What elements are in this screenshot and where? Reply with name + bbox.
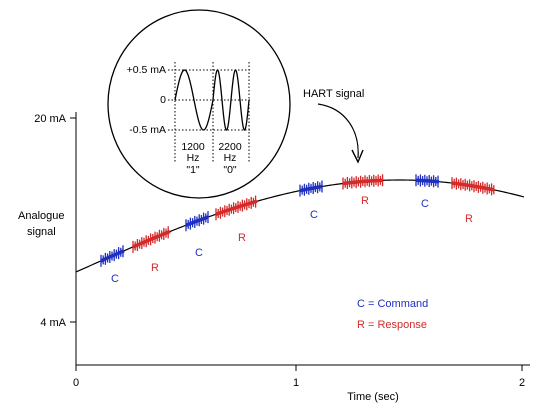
hart-inset: +0.5 mA 0 -0.5 mA 1200 Hz "1" 2200 Hz "0…	[107, 9, 291, 199]
command-burst: C	[100, 245, 125, 285]
freq2-value: 2200	[218, 141, 242, 153]
response-letter: R	[238, 232, 246, 244]
command-letter: C	[421, 198, 429, 210]
fsk-waveform	[174, 69, 250, 131]
command-burst: C	[185, 211, 209, 259]
command-burst-band	[416, 178, 440, 184]
freq1-bit: "1"	[186, 164, 200, 176]
response-burst-band	[132, 229, 171, 249]
response-burst-band	[215, 199, 258, 216]
response-letter: R	[151, 262, 159, 274]
response-burst: R	[451, 177, 495, 225]
freq2-bit: "0"	[223, 164, 237, 176]
hart-arrow-head-icon	[351, 149, 364, 164]
y-axis-title-line2: signal	[27, 226, 56, 238]
freq1-value: 1200	[181, 141, 205, 153]
command-burst: C	[415, 174, 440, 210]
legend-command: C = Command	[357, 298, 428, 310]
response-letter: R	[361, 195, 369, 207]
inset-label-plus: +0.5 mA	[127, 64, 166, 76]
command-burst-band	[299, 184, 323, 193]
freq1-unit: Hz	[187, 152, 200, 164]
response-burst: R	[342, 174, 384, 207]
command-letter: C	[111, 273, 119, 285]
response-burst: R	[215, 195, 258, 244]
response-burst-band	[342, 178, 384, 186]
response-burst-band	[451, 181, 495, 192]
y-label-4ma: 4 mA	[40, 317, 66, 329]
hart-arrow	[317, 103, 359, 159]
y-axis-title-line1: Analogue	[18, 210, 65, 222]
command-letter: C	[310, 209, 318, 221]
hart-signal-label: HART signal	[303, 88, 364, 100]
x-axis-title: Time (sec)	[347, 391, 399, 403]
freq2-unit: Hz	[224, 152, 237, 164]
x-tick-label-0: 0	[73, 377, 79, 389]
response-burst: R	[132, 226, 171, 274]
response-letter: R	[465, 213, 473, 225]
command-burst-band	[185, 215, 209, 227]
command-burst-band	[100, 249, 125, 263]
inset-label-minus: -0.5 mA	[129, 124, 166, 136]
inset-label-zero: 0	[160, 94, 166, 106]
x-tick-label-1: 1	[293, 377, 299, 389]
x-tick-label-2: 2	[519, 377, 525, 389]
command-letter: C	[195, 247, 203, 259]
y-label-20ma: 20 mA	[34, 113, 66, 125]
legend-response: R = Response	[357, 319, 427, 331]
inset-circle	[107, 9, 291, 199]
hart-bursts: C R C R C R C R	[100, 174, 495, 285]
command-burst: C	[299, 180, 323, 221]
